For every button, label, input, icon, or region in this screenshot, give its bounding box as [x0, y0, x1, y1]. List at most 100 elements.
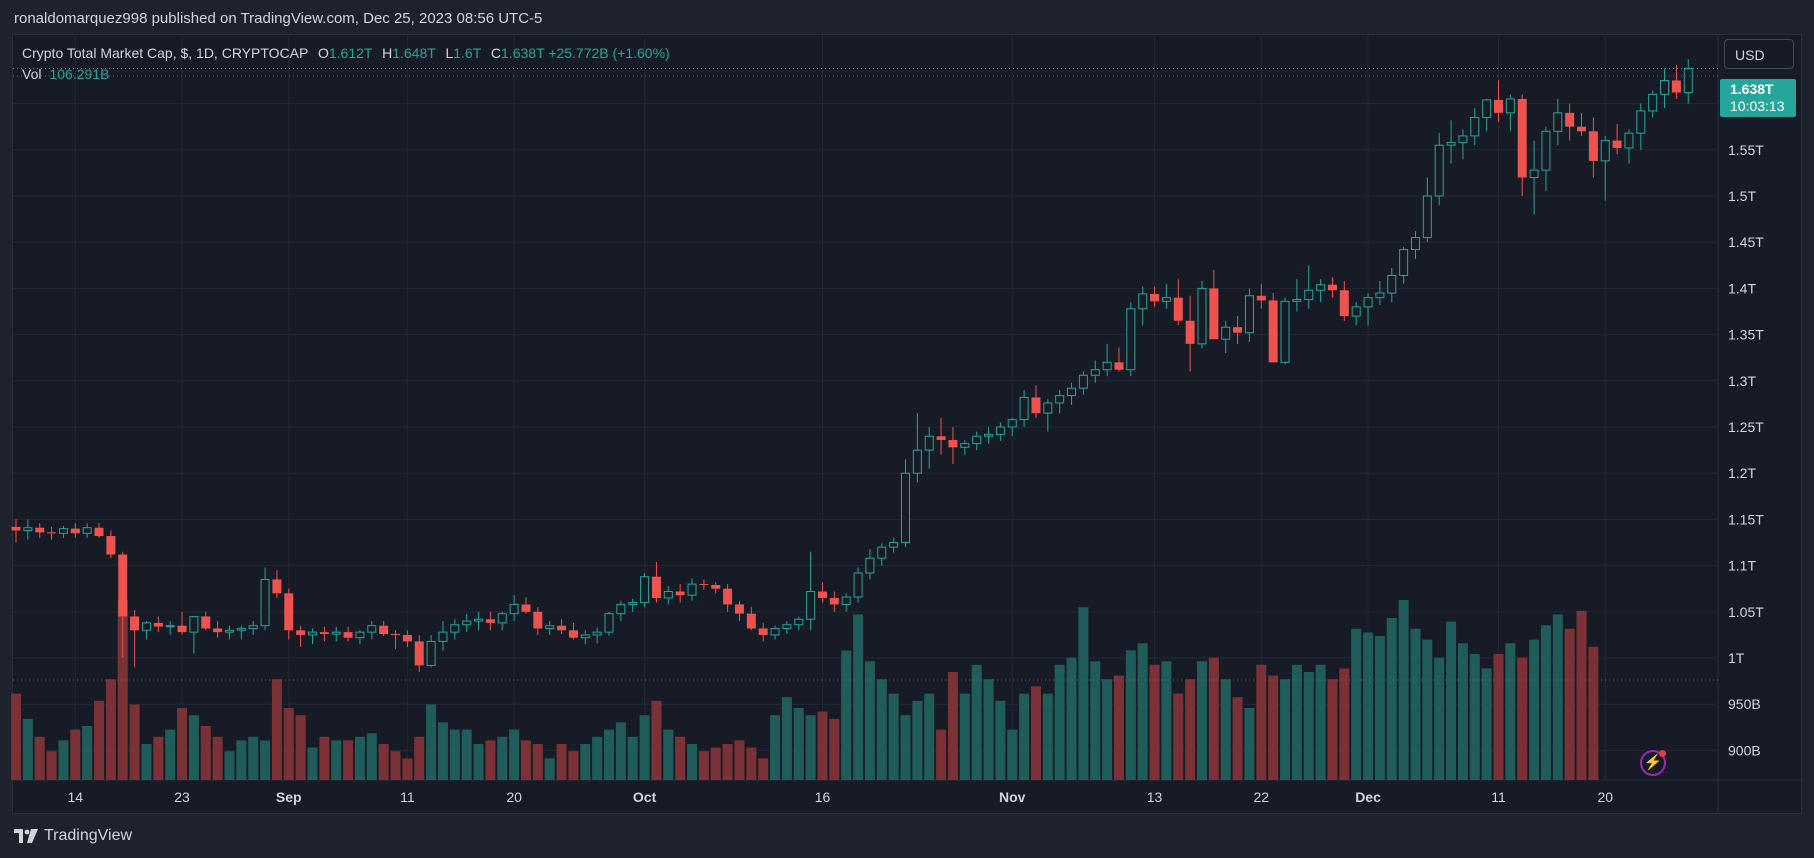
volume-value: 106.291B [49, 66, 110, 82]
tradingview-footer[interactable]: TradingView [14, 827, 132, 845]
candle-body [770, 627, 780, 636]
candle-body [1505, 98, 1515, 114]
candle-body [568, 630, 578, 638]
candle-body [485, 619, 495, 623]
candle-body [1055, 395, 1065, 404]
candle-body [663, 590, 673, 599]
candle-body [948, 439, 958, 448]
volume-bar [22, 718, 33, 780]
candle-body [960, 443, 970, 448]
lightning-icon[interactable]: ⚡ [1640, 750, 1666, 776]
candle-body [1375, 292, 1385, 299]
candle-body [936, 436, 946, 440]
volume-bar [592, 736, 603, 780]
candle-body [1292, 298, 1302, 302]
candle-body [414, 641, 424, 666]
candle-body [865, 557, 875, 574]
candle-body [901, 472, 910, 544]
x-tick-label: 20 [1597, 789, 1613, 805]
volume-bar [841, 650, 852, 780]
candle-body [497, 613, 507, 624]
y-tick-label: 900B [1728, 742, 1761, 758]
candle-body [224, 629, 234, 633]
candle-body [1387, 274, 1397, 294]
volume-bar [1386, 618, 1397, 780]
candle-body [889, 542, 899, 548]
candle-body [699, 584, 709, 586]
candle-body [343, 632, 353, 638]
volume-bar [1493, 654, 1504, 780]
y-tick-label: 1T [1728, 650, 1745, 666]
volume-bar [295, 715, 306, 780]
candle-body [557, 625, 567, 631]
volume-bar [331, 740, 342, 780]
volume-bar [971, 664, 982, 780]
volume-bar [1280, 679, 1291, 780]
low-value: 1.6T [453, 45, 482, 61]
volume-bar [663, 729, 674, 780]
candle-body [675, 591, 685, 596]
candle-body [1209, 288, 1219, 340]
close-key: C [490, 45, 502, 61]
candle-body [509, 603, 519, 615]
candle-body [1327, 284, 1337, 291]
volume-bar [1398, 600, 1409, 780]
candle-body [877, 546, 887, 559]
y-tick-label: 1.15T [1728, 511, 1764, 527]
volume-bar [1588, 646, 1599, 780]
volume-bar [200, 726, 211, 780]
y-tick-label: 1.55T [1728, 142, 1764, 158]
candle-body [438, 631, 448, 642]
candle-body [1150, 293, 1160, 302]
candle-body [1458, 135, 1468, 143]
candle-body [118, 554, 128, 617]
volume-bar [959, 693, 970, 780]
x-tick-label: 16 [815, 789, 831, 805]
candle-body [106, 536, 116, 555]
candle-body [1351, 306, 1361, 317]
symbol-title[interactable]: Crypto Total Market Cap, $, 1D, CRYPTOCA… [22, 45, 309, 61]
candle-body [308, 631, 317, 636]
chart-frame[interactable] [12, 34, 1802, 814]
candle-body [177, 625, 187, 633]
candle-body [1304, 289, 1314, 300]
volume-bar [864, 661, 875, 780]
candle-body [1268, 300, 1278, 363]
volume-bar [1576, 610, 1587, 780]
volume-bar [627, 736, 638, 780]
candle-body [379, 625, 389, 634]
volume-bar [129, 704, 140, 780]
volume-bar [1066, 657, 1077, 780]
volume-bar [70, 729, 81, 780]
volume-bar [1422, 639, 1433, 780]
candle-body [628, 602, 638, 605]
x-tick-label: 13 [1147, 789, 1163, 805]
x-tick-label: Dec [1355, 789, 1381, 805]
volume-bar [1113, 675, 1124, 780]
volume-bar [1457, 643, 1468, 780]
currency-button[interactable]: USD [1724, 39, 1794, 69]
volume-legend: Vol 106.291B [22, 66, 109, 82]
candle-body [1636, 110, 1646, 134]
candle-body [1067, 387, 1077, 397]
candle-body [1090, 369, 1100, 376]
candle-body [640, 576, 650, 604]
volume-bar [651, 700, 662, 780]
x-tick-label: 11 [400, 789, 415, 805]
candle-body [1161, 297, 1171, 302]
candle-body [995, 426, 1005, 435]
volume-bar [177, 708, 188, 780]
volume-bar [1351, 628, 1362, 780]
y-tick-label: 1.2T [1728, 465, 1756, 481]
candle-body [70, 528, 80, 534]
candle-body [853, 572, 863, 598]
high-value: 1.648T [392, 45, 436, 61]
volume-bar [248, 736, 259, 780]
symbol-legend: Crypto Total Market Cap, $, 1D, CRYPTOCA… [22, 45, 670, 61]
y-tick-label: 1.25T [1728, 419, 1764, 435]
volume-bar [1303, 672, 1314, 780]
volume-bar [11, 693, 21, 780]
candle-body [201, 616, 211, 629]
volume-bar [710, 747, 721, 780]
